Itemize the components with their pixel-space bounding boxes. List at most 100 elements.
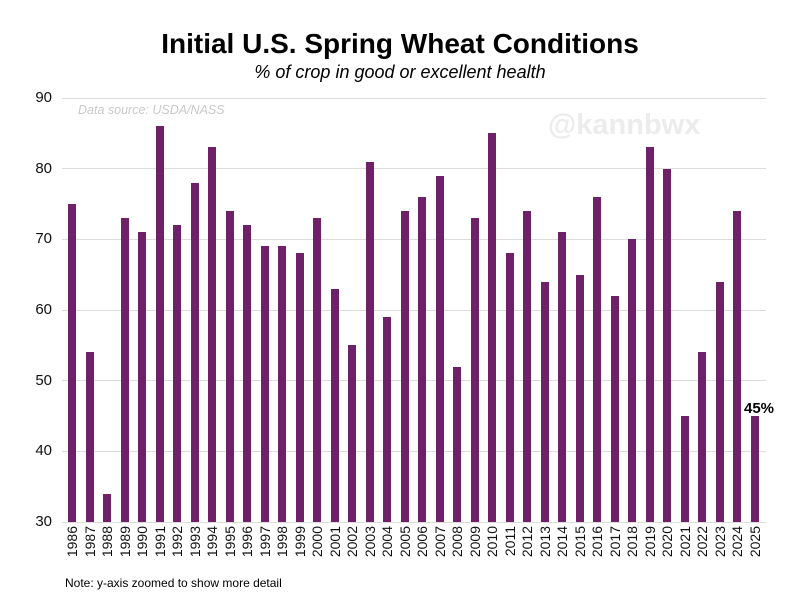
- y-tick-label-30: 30: [35, 513, 52, 530]
- x-tick-label-2006: 2006: [414, 526, 431, 558]
- bar-2008: [453, 366, 462, 522]
- x-tick-label-1986: 1986: [64, 526, 80, 558]
- x-tick-label-2019: 2019: [641, 526, 658, 558]
- bar-1993: [190, 182, 199, 522]
- x-tick-label-2022: 2022: [694, 526, 711, 558]
- bar-1988: [103, 493, 112, 522]
- bar-2007: [435, 175, 444, 522]
- x-tick-label-2011: 2011: [501, 526, 518, 557]
- bar-2006: [418, 196, 427, 522]
- x-tick-label-2005: 2005: [396, 526, 413, 558]
- gridline-80: [62, 168, 766, 170]
- gridline-30: [62, 521, 766, 523]
- x-tick-label-2002: 2002: [344, 526, 361, 558]
- data-source-note: Data source: USDA/NASS: [78, 103, 225, 117]
- gridline-60: [62, 309, 766, 311]
- x-tick-label-1997: 1997: [256, 526, 273, 558]
- bar-2001: [330, 288, 339, 522]
- x-tick-label-1996: 1996: [239, 526, 256, 558]
- bar-1999: [295, 253, 304, 522]
- x-tick-label-2025: 2025: [747, 526, 763, 558]
- bar-2023: [715, 281, 724, 522]
- bar-2018: [628, 239, 637, 522]
- y-tick-label-40: 40: [35, 442, 52, 460]
- x-tick-label-2010: 2010: [484, 526, 501, 558]
- gridline-90: [62, 97, 766, 99]
- x-tick-label-2001: 2001: [326, 526, 343, 558]
- bar-2019: [645, 147, 654, 522]
- bar-1994: [208, 147, 217, 522]
- x-tick-label-2021: 2021: [676, 526, 693, 558]
- bar-2005: [400, 211, 409, 522]
- bar-2014: [558, 232, 567, 522]
- bar-2009: [470, 218, 479, 522]
- y-tick-label-80: 80: [35, 159, 52, 177]
- x-tick-label-2003: 2003: [361, 526, 378, 558]
- x-tick-label-2007: 2007: [431, 526, 448, 558]
- x-tick-label-2013: 2013: [536, 526, 553, 558]
- x-tick-label-1995: 1995: [221, 526, 238, 558]
- bar-1987: [85, 352, 94, 522]
- x-tick-label-2016: 2016: [589, 526, 606, 558]
- x-tick-label-1992: 1992: [169, 526, 186, 558]
- plot-area: [62, 97, 766, 523]
- bar-2013: [540, 281, 549, 522]
- footnote: Note: y-axis zoomed to show more detail: [65, 576, 282, 590]
- x-tick-label-2015: 2015: [571, 526, 588, 558]
- x-tick-label-1987: 1987: [81, 526, 98, 558]
- bar-1997: [260, 246, 269, 522]
- x-tick-label-2000: 2000: [309, 526, 326, 558]
- bar-2000: [313, 218, 322, 522]
- x-tick-label-1988: 1988: [99, 526, 116, 558]
- bar-2003: [365, 161, 374, 522]
- bar-2022: [698, 352, 707, 522]
- bar-2004: [383, 317, 392, 522]
- x-tick-label-1990: 1990: [134, 526, 151, 558]
- bar-2024: [733, 211, 742, 522]
- gridline-70: [62, 238, 766, 240]
- x-tick-label-2017: 2017: [606, 526, 623, 558]
- x-tick-label-1989: 1989: [116, 526, 133, 558]
- x-tick-label-2020: 2020: [659, 526, 676, 558]
- bar-2020: [663, 168, 672, 522]
- bar-1991: [155, 126, 164, 522]
- bar-2002: [348, 345, 357, 522]
- x-tick-label-1991: 1991: [151, 526, 168, 558]
- x-tick-label-2023: 2023: [711, 526, 728, 558]
- x-tick-label-2004: 2004: [379, 526, 396, 558]
- bar-2015: [575, 274, 584, 522]
- x-tick-label-2014: 2014: [554, 526, 571, 558]
- bar-1998: [278, 246, 287, 522]
- x-tick-label-1998: 1998: [274, 526, 291, 558]
- x-tick-label-2009: 2009: [466, 526, 483, 558]
- x-tick-label-2012: 2012: [519, 526, 536, 558]
- bar-2017: [610, 295, 619, 522]
- y-tick-label-50: 50: [35, 371, 52, 389]
- x-tick-label-2018: 2018: [624, 526, 641, 558]
- bar-2016: [593, 196, 602, 522]
- x-tick-label-1999: 1999: [291, 526, 308, 558]
- bar-1996: [243, 225, 252, 522]
- gridline-50: [62, 380, 766, 382]
- bar-1989: [120, 218, 129, 522]
- latest-value-label: 45%: [744, 400, 775, 417]
- chart-subtitle: % of crop in good or excellent health: [254, 62, 546, 82]
- bar-1990: [138, 232, 147, 522]
- x-tick-label-1994: 1994: [204, 526, 221, 558]
- y-tick-label-70: 70: [35, 230, 52, 248]
- gridline-40: [62, 450, 766, 452]
- author-watermark: @kannbwx: [548, 109, 701, 141]
- bar-2025: [751, 416, 759, 522]
- bar-2021: [680, 416, 689, 522]
- bar-2012: [523, 211, 532, 522]
- bar-2011: [505, 253, 514, 522]
- bar-1992: [173, 225, 182, 522]
- chart-title: Initial U.S. Spring Wheat Conditions: [161, 28, 639, 59]
- x-tick-label-2008: 2008: [449, 526, 466, 558]
- x-tick-label-2024: 2024: [729, 526, 746, 558]
- bar-1995: [225, 211, 234, 522]
- bar-2010: [488, 133, 497, 522]
- y-tick-label-90: 90: [35, 89, 52, 106]
- y-tick-label-60: 60: [35, 301, 52, 318]
